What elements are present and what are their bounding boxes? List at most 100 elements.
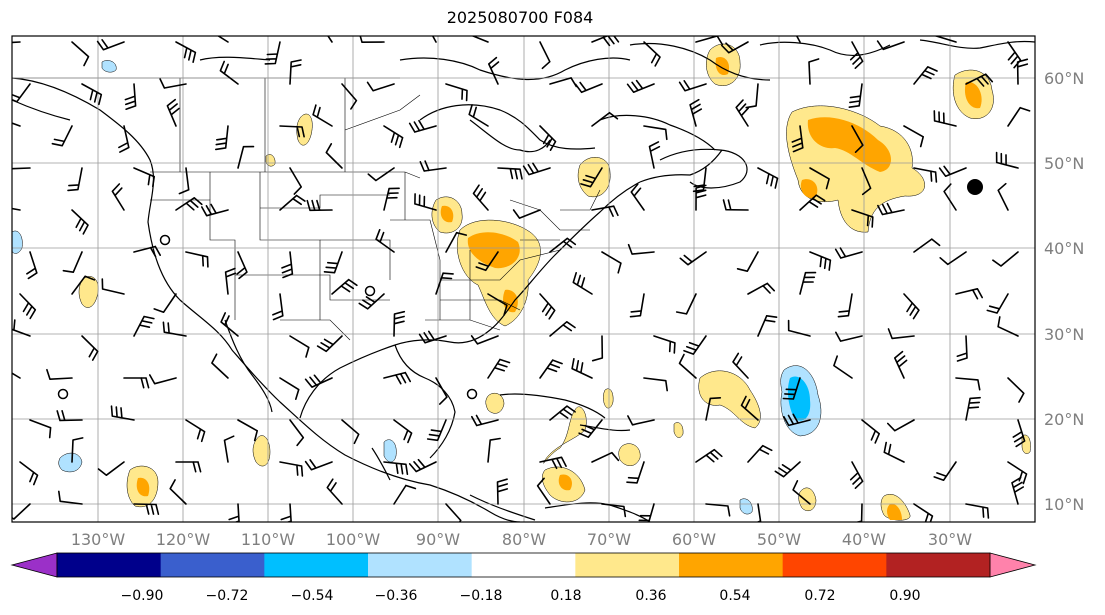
wind-barb (601, 251, 622, 274)
colorbar-extend-low (10, 552, 58, 578)
wind-barb (745, 83, 759, 109)
wind-barb (591, 451, 620, 463)
wind-barb (877, 202, 905, 216)
lat-label: 40°N (1044, 239, 1084, 258)
wind-barb (159, 78, 187, 89)
wind-barb (341, 83, 358, 110)
wind-barb (1011, 476, 1024, 505)
wind-barb (913, 66, 938, 85)
lon-label: 70°W (587, 530, 631, 549)
wind-barb (304, 374, 333, 388)
wind-barb (799, 194, 826, 211)
map-content (12, 36, 1035, 522)
wind-barb (496, 478, 509, 505)
wind-barb (997, 316, 1019, 337)
anomaly-fill (12, 43, 1031, 521)
wind-barb (630, 183, 645, 211)
wind-barb (643, 377, 668, 392)
wind-barb (185, 419, 206, 443)
wind-barb (418, 330, 447, 344)
colorbar-tick: −0.18 (460, 588, 503, 604)
wind-barb (913, 238, 941, 253)
wind-barb (591, 205, 619, 217)
wind-barb (185, 251, 209, 268)
wind-barb (383, 461, 409, 475)
wind-barb (236, 251, 248, 280)
wind-barb (487, 293, 508, 316)
wind-barb (834, 247, 863, 259)
wind-barb (799, 271, 817, 295)
wind-barb (539, 359, 563, 379)
wind-barb (756, 503, 762, 522)
wind-barb (627, 243, 655, 255)
colorbar-tick: 0.90 (889, 588, 920, 604)
wind-barb (306, 199, 333, 212)
wind-barb (237, 145, 255, 169)
wind-barb (1007, 461, 1028, 485)
graticule (12, 36, 1035, 522)
wind-barb (445, 231, 468, 253)
wind-barb (955, 288, 983, 300)
wind-barb (757, 315, 778, 337)
wind-barb (71, 41, 90, 67)
wind-barb (913, 503, 934, 522)
wind-barb (629, 293, 645, 318)
wind-barb (393, 484, 417, 505)
wind-barb (327, 36, 333, 43)
wind-barb (12, 503, 31, 520)
wind-barb (601, 503, 627, 518)
wind-barb (934, 36, 957, 43)
wind-barb (19, 293, 37, 320)
colorbar-tick: 0.72 (804, 588, 835, 604)
lat-label: 10°N (1044, 495, 1084, 514)
wind-barb (740, 395, 759, 421)
wind-barb (1012, 419, 1026, 448)
colorbar-segment (57, 553, 162, 577)
wind-barb (1016, 58, 1029, 85)
wind-barb (488, 56, 500, 85)
wind-barb (383, 125, 404, 149)
wind-barb (331, 278, 358, 295)
wind-barb (96, 39, 125, 51)
wind-barb (81, 335, 99, 361)
wind-barb (323, 251, 343, 274)
wind-barb (939, 251, 967, 266)
wind-barb (12, 41, 21, 44)
wind-barb (280, 503, 292, 522)
wind-barb (279, 377, 300, 400)
wind-barb (26, 251, 38, 280)
wind-barb (792, 480, 811, 505)
lat-label: 50°N (1044, 154, 1084, 173)
wind-barb (67, 167, 83, 192)
lat-label: 20°N (1044, 410, 1084, 429)
wind-barb (578, 419, 603, 438)
wind-barb (848, 83, 863, 108)
wind-barb (289, 59, 302, 85)
wind-barb (393, 310, 406, 337)
wind-barb (279, 125, 305, 138)
wind-barb (312, 104, 333, 127)
wind-barb (237, 419, 258, 442)
wind-barb (201, 203, 229, 217)
wind-barb (986, 293, 1009, 314)
lon-label: 130°W (71, 530, 126, 549)
wind-barb (175, 461, 202, 473)
wind-barb (572, 272, 593, 295)
wind-barb (549, 77, 578, 88)
wind-barb (133, 503, 160, 515)
colorbar-segment (575, 553, 680, 577)
colorbar-segment (679, 553, 784, 577)
wind-barb (219, 60, 239, 85)
wind-barb (71, 275, 96, 295)
wind-barb (1007, 377, 1025, 403)
wind-barb (861, 167, 872, 196)
wind-barb (965, 503, 990, 519)
wind-barb (653, 335, 676, 354)
wind-barb (965, 396, 981, 421)
wind-barb (643, 41, 661, 67)
wind-barb (849, 461, 864, 489)
wind-barb (383, 371, 411, 385)
wind-barb (383, 187, 400, 211)
wind-barb (12, 319, 31, 337)
wind-barb (835, 331, 863, 342)
